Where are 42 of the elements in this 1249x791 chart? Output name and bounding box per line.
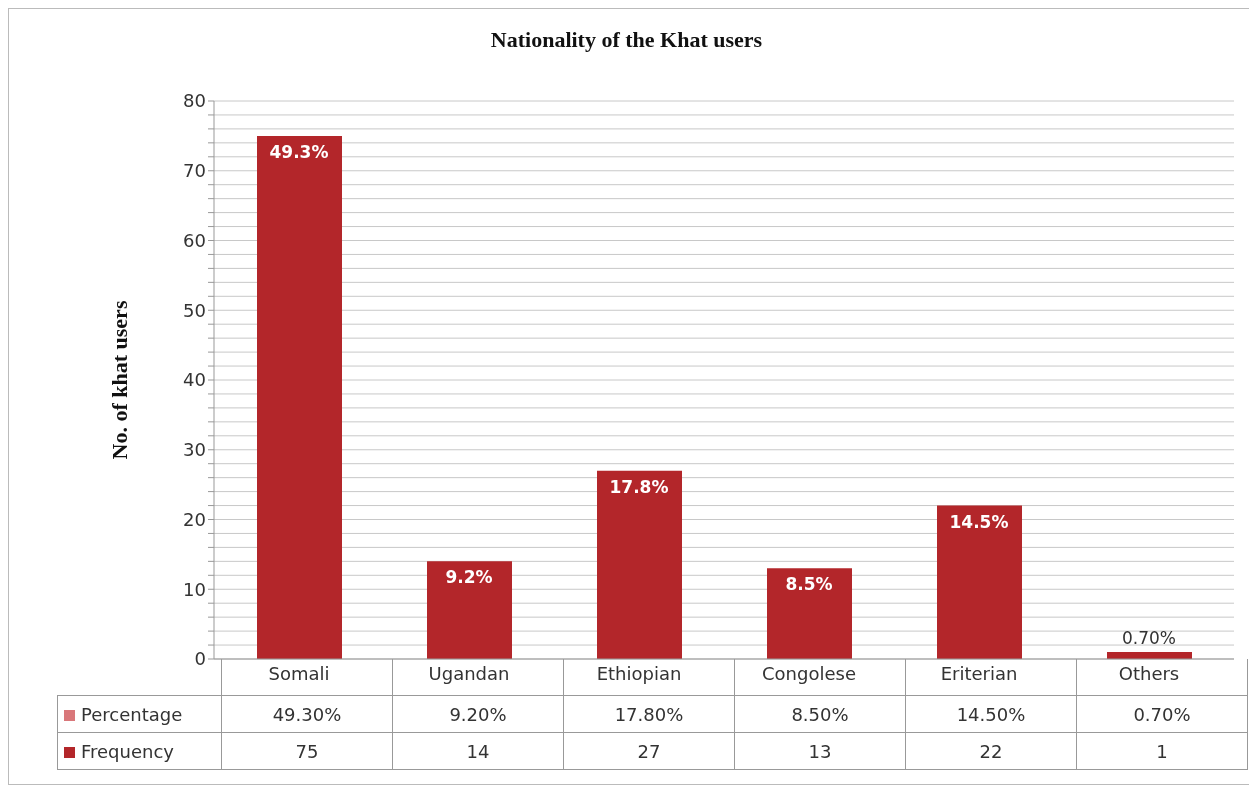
- y-tick-label: 40: [183, 369, 206, 391]
- text: 14.50%: [956, 703, 1026, 725]
- annotation: 0.70%: [1121, 628, 1177, 649]
- bar: [937, 505, 1022, 659]
- data-label: 75: [221, 732, 393, 770]
- data-label: 27: [563, 732, 735, 770]
- x-tick-label: Others: [1118, 662, 1180, 684]
- x-tick-label: Eriterian: [940, 662, 1018, 684]
- bar: [257, 135, 342, 659]
- annotation: 17.8%: [609, 476, 669, 497]
- text: 8.50%: [791, 703, 849, 725]
- bar: [427, 561, 512, 659]
- y-tick-label: 80: [183, 90, 206, 112]
- y-tick-label: 20: [183, 508, 206, 530]
- annotation: 9.2%: [445, 567, 493, 588]
- y-tick-label: 70: [183, 160, 206, 182]
- annotation: 14.5%: [949, 511, 1009, 532]
- data-label: 14: [392, 732, 564, 770]
- data-label: 1: [1076, 732, 1248, 770]
- chart-title: Nationality of the Khat users: [489, 27, 764, 53]
- y-tick-label: 50: [183, 299, 206, 321]
- bar: [767, 568, 852, 659]
- data-label: 22: [905, 732, 1077, 770]
- annotation: 8.5%: [785, 574, 833, 595]
- x-tick-label: Congolese: [762, 662, 856, 684]
- legend-label: Frequency: [57, 732, 222, 770]
- x-tick-label: Ethiopian: [596, 662, 682, 684]
- x-tick-label: Somali: [268, 662, 330, 684]
- text: 17.80%: [614, 703, 684, 725]
- y-tick-label: 30: [183, 439, 206, 461]
- text: 49.30%: [272, 703, 342, 725]
- y-tick-label: 10: [183, 578, 206, 600]
- y-tick-label: 0: [194, 648, 206, 670]
- annotation: 49.3%: [269, 141, 329, 162]
- bar: [597, 470, 682, 659]
- data-label: 13: [734, 732, 906, 770]
- y-tick-label: 60: [183, 229, 206, 251]
- y-axis-title: No. of khat users: [106, 300, 132, 460]
- text: 0.70%: [1133, 703, 1191, 725]
- legend-label: Percentage: [57, 695, 222, 733]
- x-tick-label: Ugandan: [428, 662, 510, 684]
- text: 9.20%: [449, 703, 507, 725]
